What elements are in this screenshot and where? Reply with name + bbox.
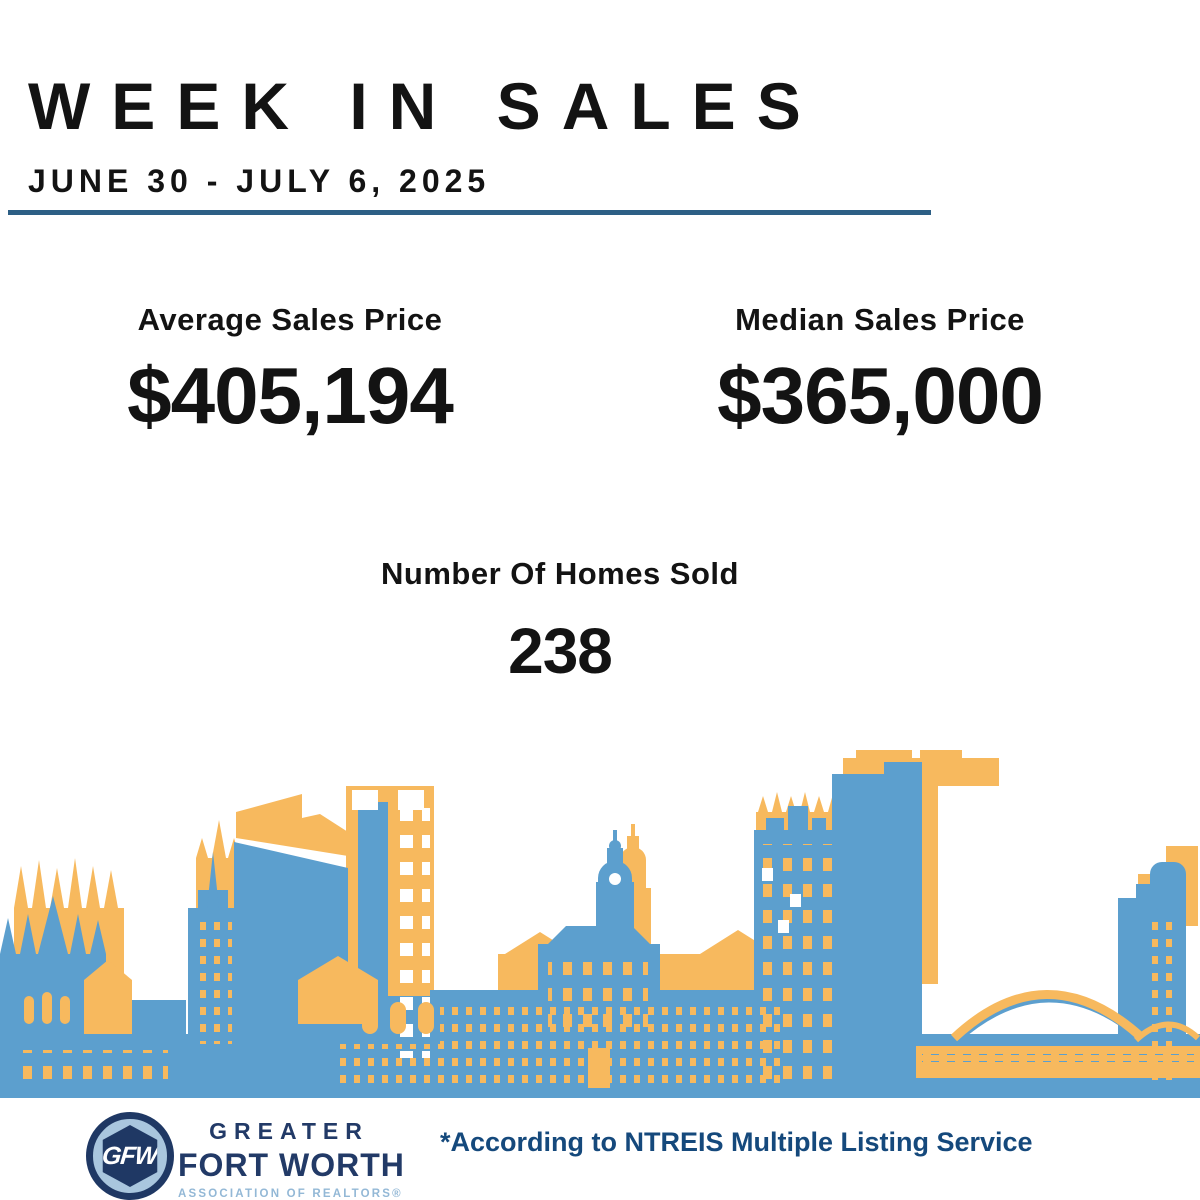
stat-label: Median Sales Price	[735, 302, 1025, 337]
stat-value: $405,194	[127, 351, 454, 440]
fort-worth-skyline-illustration	[0, 750, 1200, 1098]
stat-label: Average Sales Price	[137, 302, 443, 337]
logo-greater-text: GREATER	[209, 1118, 369, 1144]
page-title: WEEK IN SALES	[28, 69, 822, 143]
gfw-monogram: GFW	[100, 1141, 160, 1170]
gfw-logo-badge: GFW	[86, 1112, 174, 1200]
stat-value: $365,000	[717, 351, 1044, 440]
disclaimer-text: *According to NTREIS Multiple Listing Se…	[440, 1127, 1033, 1157]
date-range: JUNE 30 - JULY 6, 2025	[28, 163, 491, 199]
logo-association-text: ASSOCIATION OF REALTORS®	[178, 1188, 403, 1200]
stat-homes-sold: Number Of Homes Sold 238	[310, 556, 810, 688]
stat-label: Number Of Homes Sold	[381, 556, 739, 591]
stat-value: 238	[508, 615, 613, 687]
stat-average-sales-price: Average Sales Price $405,194	[60, 302, 520, 442]
logo-fort-worth-text: FORT WORTH	[178, 1147, 405, 1183]
skyline-detail-layer	[16, 790, 1200, 1088]
header-divider	[8, 210, 931, 215]
gfw-cube-icon: GFW	[100, 1125, 160, 1187]
stat-median-sales-price: Median Sales Price $365,000	[650, 302, 1110, 442]
gfw-logo-text: GREATER FORT WORTH ASSOCIATION OF REALTO…	[178, 1118, 405, 1200]
